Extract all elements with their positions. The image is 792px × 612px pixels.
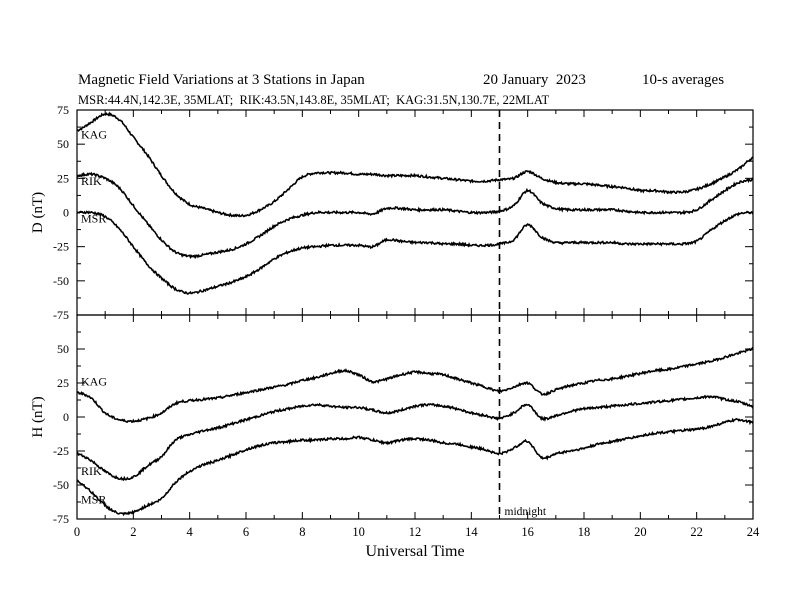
chart-averaging: 10-s averages [642,72,725,88]
stations-subtitle: MSR:44.4N,142.3E, 35MLAT; RIK:43.5N,143.… [78,93,550,107]
chart-title-line: Magnetic Field Variations at 3 Stations … [78,72,758,140]
midnight-label: midnight [505,506,547,518]
series-line-kag [76,346,754,424]
x-tick-label: 4 [187,525,194,539]
y-tick-label: 50 [57,342,69,356]
x-tick-label: 22 [690,525,703,539]
x-tick-label: 0 [74,525,80,539]
x-tick-label: 20 [634,525,647,539]
y-tick-label: 25 [57,376,69,390]
x-axis-label: Universal Time [365,543,464,560]
x-tick-label: 12 [409,525,422,539]
chart-title: Magnetic Field Variations at 3 Stations … [78,72,365,88]
series-line-rik [76,394,754,482]
y-tick-label: -25 [53,444,69,458]
series-line-msr [76,417,754,517]
y-axis-label: D (nT) [30,192,46,233]
panel-top: 75 50 25 0 -25 -50 -75 D (nT) KAG RIK MSR [30,103,754,322]
x-tick-label: 6 [243,525,249,539]
y-tick-label: 0 [63,410,69,424]
y-axis-label: H (nT) [30,396,46,437]
series-label-kag: KAG [81,128,107,142]
x-tick-label: 16 [521,525,534,539]
chart-date: 20 January 2023 [483,72,586,88]
series-line-rik [76,171,754,260]
series-label-msr: MSR [81,211,106,225]
y-tick-label: 50 [57,137,69,151]
y-tick-label: -75 [53,308,69,322]
y-tick-label: 75 [57,103,69,117]
y-tick-label: 25 [57,171,69,185]
y-tick-label: -25 [53,240,69,254]
series-label-rik: RIK [81,174,102,188]
y-tick-label: -50 [53,274,69,288]
y-tick-label: 0 [63,206,69,220]
series-label-rik: RIK [81,464,102,478]
series-label-kag: KAG [81,374,107,388]
y-tick-label: -75 [53,512,69,526]
series-line-msr [76,210,754,295]
x-tick-label: 10 [352,525,365,539]
x-tick-label: 14 [465,525,478,539]
plot-frame-bottom [76,314,754,520]
x-tick-label: 8 [299,525,305,539]
series-line-kag [76,111,754,218]
series-label-msr: MSR [81,492,106,506]
x-tick-label: 18 [578,525,591,539]
x-tick-label: 24 [747,525,760,539]
y-tick-label: -50 [53,478,69,492]
x-tick-label: 2 [130,525,136,539]
